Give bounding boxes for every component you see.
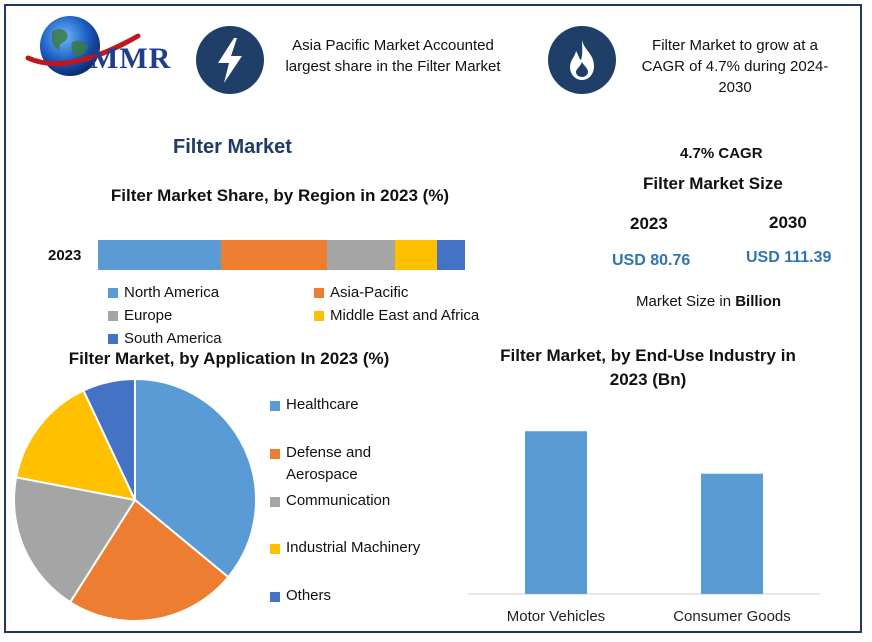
market-size-unit: Market Size in Billion [636, 293, 781, 310]
region-bar-segment-north-america [98, 240, 221, 270]
region-bar-segment-asia-pacific [220, 240, 328, 270]
enduse-chart-title: Filter Market, by End-Use Industry in 20… [500, 346, 796, 389]
pie-slice-healthcare [134, 377, 257, 579]
region-legend-item-europe: Europe [108, 307, 172, 324]
legend-swatch [314, 310, 324, 321]
region-stacked-bar [98, 240, 465, 270]
region-legend-item-middle-east-and-africa: Middle East and Africa [314, 307, 479, 324]
bar-motor-vehicles [525, 431, 587, 594]
page-frame [4, 4, 862, 633]
lightning-icon [218, 38, 242, 83]
application-legend-item-others: Others [270, 585, 450, 607]
unit-bold: Billion [735, 293, 782, 310]
legend-swatch [314, 287, 324, 298]
legend-swatch [108, 333, 118, 344]
lightning-badge [196, 26, 264, 94]
market-size-title: Filter Market Size [643, 174, 783, 193]
pie-slice-communication [13, 476, 137, 604]
year-2023: 2023 [630, 214, 668, 233]
application-legend-item-industrial-machinery: Industrial Machinery [270, 537, 450, 559]
legend-swatch [270, 497, 280, 507]
logo: MMR [14, 12, 184, 82]
legend-swatch [108, 310, 118, 321]
legend-swatch [270, 401, 280, 411]
application-legend: Healthcare Defense and Aerospace Communica… [270, 390, 460, 620]
x-tick-label-consumer-goods: Consumer Goods [673, 608, 791, 625]
flame-icon [570, 40, 594, 80]
pie-slice-defense-and-aerospace [68, 498, 230, 622]
region-bar-segment-south-america [437, 240, 465, 270]
legend-swatch [270, 592, 280, 602]
left-tagline: Asia Pacific Market Accounted largest sh… [285, 37, 501, 75]
logo-text: MMR [90, 42, 172, 75]
legend-label: Middle East and Africa [330, 307, 480, 324]
legend-label: Healthcare [286, 396, 359, 413]
region-legend-item-north-america: North America [108, 284, 219, 301]
application-pie [13, 377, 257, 622]
legend-label: Communication [286, 492, 391, 509]
legend-swatch [108, 287, 118, 298]
region-legend: North America Asia-Pacific Europe Middle Ea… [108, 284, 528, 350]
legend-label: Others [286, 587, 332, 604]
application-legend-item-communication: Communication [270, 490, 450, 512]
x-tick-label-motor-vehicles: Motor Vehicles [507, 608, 605, 625]
application-legend-item-healthcare: Healthcare [270, 394, 450, 416]
unit-prefix: Market Size in [636, 293, 736, 310]
legend-swatch [270, 449, 280, 459]
legend-label: Defense and Aerospace [286, 444, 372, 483]
application-chart-title: Filter Market, by Application In 2023 (%… [68, 349, 390, 368]
legend-label: North America [124, 284, 220, 301]
cagr-label: 4.7% CAGR [680, 145, 763, 162]
region-legend-item-south-america: South America [108, 330, 222, 347]
legend-swatch [270, 544, 280, 554]
enduse-bar-chart: Motor Vehicles Consumer Goods [468, 431, 820, 625]
region-legend-item-asia-pacific: Asia-Pacific [314, 284, 408, 301]
year-2030: 2030 [769, 213, 807, 232]
region-chart-title: Filter Market Share, by Region in 2023 (… [110, 186, 450, 205]
legend-label: Europe [124, 307, 173, 324]
region-bar-segment-europe [327, 240, 396, 270]
flame-badge [548, 26, 616, 94]
value-2023: USD 80.76 [612, 252, 691, 269]
main-title: Filter Market [173, 136, 292, 158]
pie-slice-others [82, 377, 136, 501]
application-legend-item-defense-and-aerospace: Defense and Aerospace [270, 442, 450, 486]
pie-slice-industrial-machinery [14, 389, 137, 502]
region-row-label: 2023 [48, 247, 82, 264]
right-tagline: Filter Market to grow at a CAGR of 4.7% … [641, 37, 829, 96]
region-bar-segment-middle-east-and-africa [395, 240, 438, 270]
value-2030: USD 111.39 [746, 249, 832, 266]
legend-label: Industrial Machinery [286, 539, 421, 556]
legend-label: Asia-Pacific [330, 284, 409, 301]
legend-label: South America [124, 330, 222, 347]
bar-consumer-goods [701, 473, 763, 594]
globe-logo-icon [25, 16, 141, 76]
